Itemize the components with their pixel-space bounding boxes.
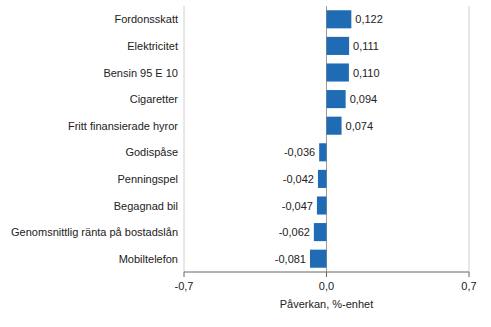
data-label: -0,081 (275, 253, 306, 265)
grid-line (469, 6, 470, 272)
bar (327, 90, 346, 108)
tick-mark (184, 272, 185, 277)
data-label: 0,110 (353, 67, 380, 79)
category-label: Bensin 95 E 10 (103, 67, 178, 79)
x-axis (184, 272, 469, 273)
bar (314, 223, 327, 241)
data-label: -0,036 (284, 146, 315, 158)
tick-label: 0,0 (319, 280, 334, 292)
tick-label: 0,7 (461, 280, 476, 292)
bar (327, 37, 350, 55)
bar (319, 143, 326, 161)
bar (327, 10, 352, 28)
data-label: -0,042 (283, 173, 314, 185)
category-label: Genomsnittlig ränta på bostadslån (11, 226, 178, 238)
data-label: 0,074 (346, 120, 374, 132)
x-axis-label: Påverkan, %-enhet (280, 298, 374, 310)
bar (318, 170, 327, 188)
category-label: Fritt finansierade hyror (68, 120, 178, 132)
category-label: Cigaretter (130, 93, 179, 105)
category-label: Fordonsskatt (114, 13, 178, 25)
tick-label: -0,7 (175, 280, 194, 292)
data-label: 0,094 (350, 93, 378, 105)
bar (310, 250, 326, 268)
data-label: 0,122 (355, 13, 383, 25)
grid-line (184, 6, 185, 272)
category-label: Begagnad bil (114, 200, 178, 212)
tick-mark (326, 272, 327, 277)
data-label: -0,047 (282, 200, 313, 212)
bar (317, 196, 327, 214)
category-label: Penningspel (117, 173, 178, 185)
category-label: Mobiltelefon (119, 253, 178, 265)
category-label: Godispåse (125, 146, 178, 158)
category-label: Elektricitet (127, 40, 178, 52)
data-label: 0,111 (353, 40, 379, 52)
bar (327, 117, 342, 135)
chart: -0,7 0,0 0,7 Fordonsskatt 0,122 Elektricitet 0… (0, 0, 491, 327)
bar (327, 63, 349, 81)
tick-mark (469, 272, 470, 277)
bars (310, 10, 351, 267)
data-label: -0,062 (279, 226, 310, 238)
